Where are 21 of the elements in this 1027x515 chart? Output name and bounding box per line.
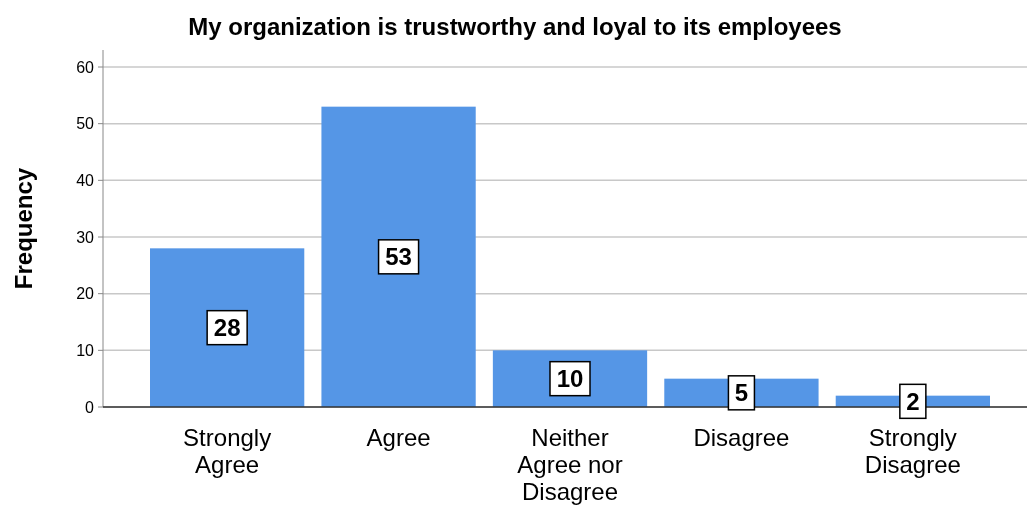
- y-tick-label: 40: [76, 171, 95, 189]
- x-tick-label: Strongly Disagree: [864, 424, 961, 478]
- x-tick-label: Agree: [366, 424, 431, 451]
- chart-title: My organization is trustworthy and loyal to its employees: [188, 13, 842, 40]
- y-tick-label: 60: [76, 58, 95, 76]
- data-label: 2: [906, 387, 920, 415]
- x-tick-label: Neither Agree nor Disagree: [517, 424, 623, 505]
- data-label: 5: [734, 379, 749, 407]
- data-label: 53: [385, 243, 412, 271]
- x-tick-label: Disagree: [693, 424, 790, 451]
- y-tick-label: 10: [76, 341, 95, 359]
- y-tick-label: 20: [76, 285, 95, 303]
- data-label: 10: [556, 365, 584, 393]
- bar: [150, 248, 305, 407]
- y-tick-label: 30: [76, 228, 95, 246]
- y-tick-label: 0: [85, 398, 95, 416]
- data-label: 28: [213, 314, 241, 342]
- bar: [321, 106, 476, 407]
- y-tick-label: 50: [76, 115, 95, 133]
- x-tick-label: Strongly Agree: [183, 424, 272, 478]
- y-axis-title: Frequency: [10, 167, 37, 290]
